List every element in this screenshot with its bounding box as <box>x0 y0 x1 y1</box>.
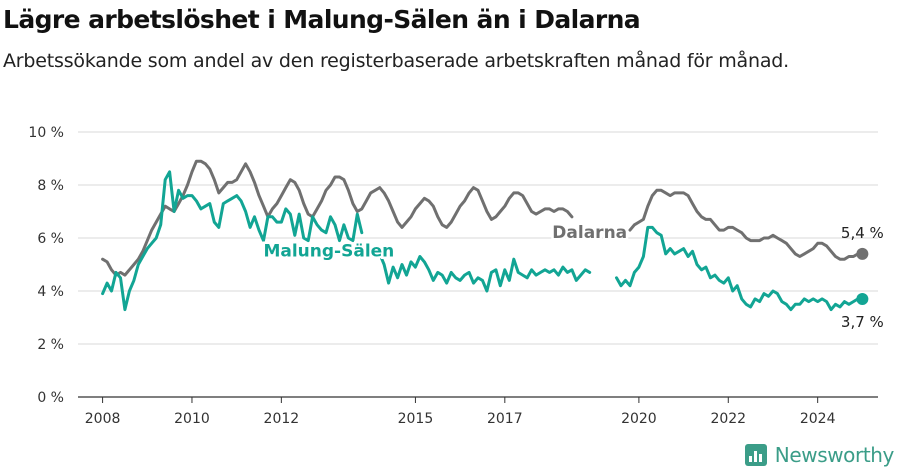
brand-name: Newsworthy <box>774 443 895 467</box>
malung-s-len-line <box>378 252 592 293</box>
axis-layer: 0 % 2 % 4 % 6 % 8 % 10 % 2008 2010 2012 2015 2017 2… <box>28 125 835 427</box>
malung-s-len-line <box>101 170 364 312</box>
malung-s-len-series-label: Malung-Sälen <box>263 242 394 262</box>
chart-subtitle: Arbetssökande som andel av den registerb… <box>3 50 789 72</box>
y-tick-label: 0 % <box>37 390 64 406</box>
x-tick-label: 2008 <box>85 411 121 427</box>
x-tick-label: 2022 <box>710 411 746 427</box>
series-layer <box>101 159 869 312</box>
malung-s-len-end-marker <box>856 292 869 305</box>
dalarna-line <box>101 159 574 277</box>
y-tick-label: 8 % <box>37 178 64 194</box>
x-tick-label: 2017 <box>487 411 523 427</box>
brand-logo: Newsworthy <box>744 442 895 468</box>
dalarna-series-label: Dalarna <box>552 223 627 243</box>
x-tick-label: 2010 <box>174 411 210 427</box>
dalarna-end-marker <box>856 247 869 260</box>
x-tick-label: 2024 <box>800 411 836 427</box>
grid-layer <box>78 131 878 398</box>
x-tick-label: 2015 <box>398 411 434 427</box>
x-tick-label: 2012 <box>264 411 300 427</box>
chart-title: Lägre arbetslöshet i Malung-Sälen än i D… <box>3 5 641 34</box>
y-tick-label: 6 % <box>37 231 64 247</box>
dalarna-end-label: 5,4 % <box>841 224 884 242</box>
y-tick-label: 4 % <box>37 284 64 300</box>
malung-s-len-end-label: 3,7 % <box>841 313 884 331</box>
malung-s-len-line <box>615 225 864 312</box>
y-tick-label: 10 % <box>28 125 64 141</box>
dalarna-line <box>628 188 864 261</box>
bar-chart-icon <box>744 444 767 466</box>
x-tick-label: 2020 <box>621 411 657 427</box>
y-tick-label: 2 % <box>37 337 64 353</box>
label-layer: 5,4 % 3,7 % Dalarna Malung-Sälen <box>261 221 884 331</box>
